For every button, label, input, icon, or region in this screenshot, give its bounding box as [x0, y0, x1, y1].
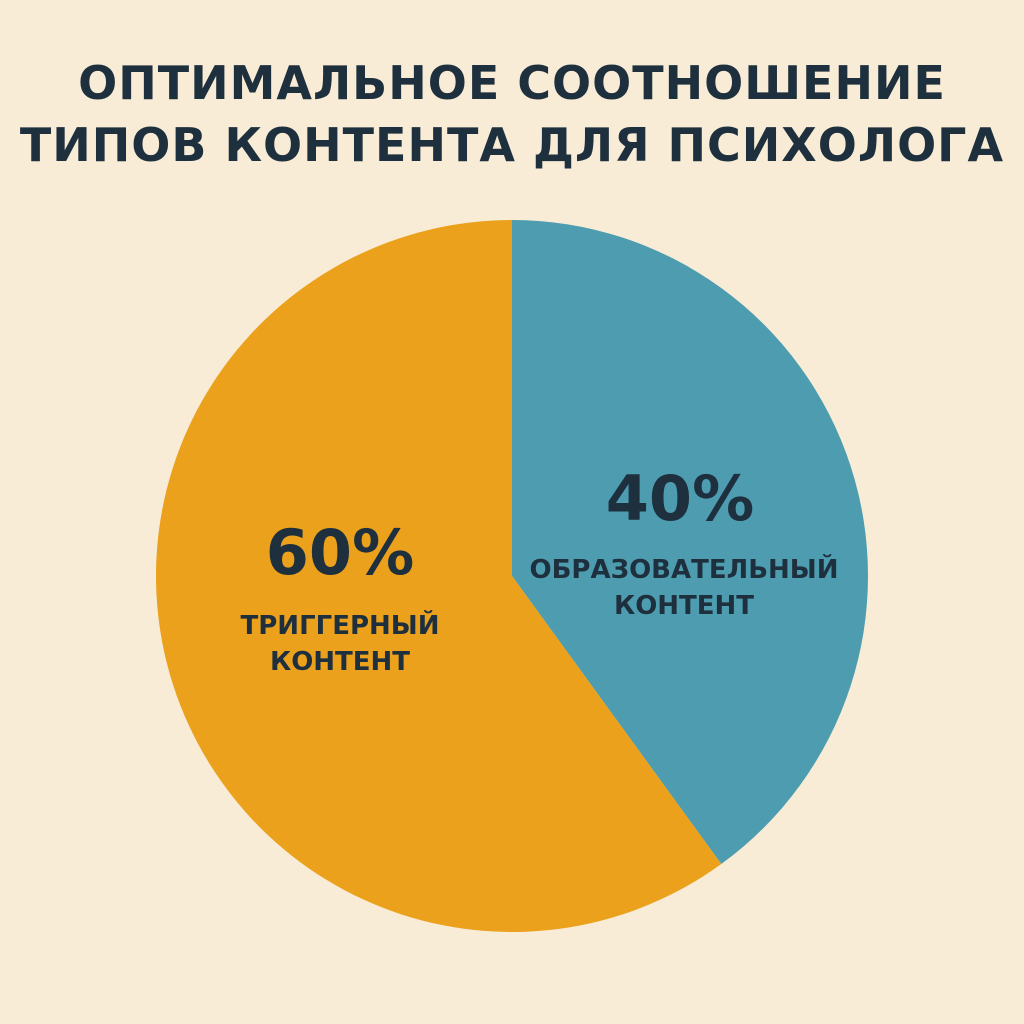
pie-slice-2	[155, 220, 722, 933]
slice-name-label-2-line-2: КОНТЕНТ	[270, 647, 410, 677]
slice-name-label-2-line-1: ТРИГГЕРНЫЙ	[241, 609, 440, 641]
slice-value-label-1: 40%	[606, 462, 754, 535]
slice-name-label-1-line-1: ОБРАЗОВАТЕЛЬНЫЙ	[530, 553, 839, 585]
chart-title: ОПТИМАЛЬНОЕ СООТНОШЕНИЕ ТИПОВ КОНТЕНТА Д…	[0, 52, 1024, 176]
slice-name-label-1-line-2: КОНТЕНТ	[614, 591, 754, 621]
pie-slice-1	[512, 220, 868, 865]
slice-value-label-2: 60%	[266, 516, 414, 589]
chart-title-line-2: ТИПОВ КОНТЕНТА ДЛЯ ПСИХОЛОГА	[19, 118, 1005, 172]
chart-title-line-1: ОПТИМАЛЬНОЕ СООТНОШЕНИЕ	[78, 56, 946, 110]
